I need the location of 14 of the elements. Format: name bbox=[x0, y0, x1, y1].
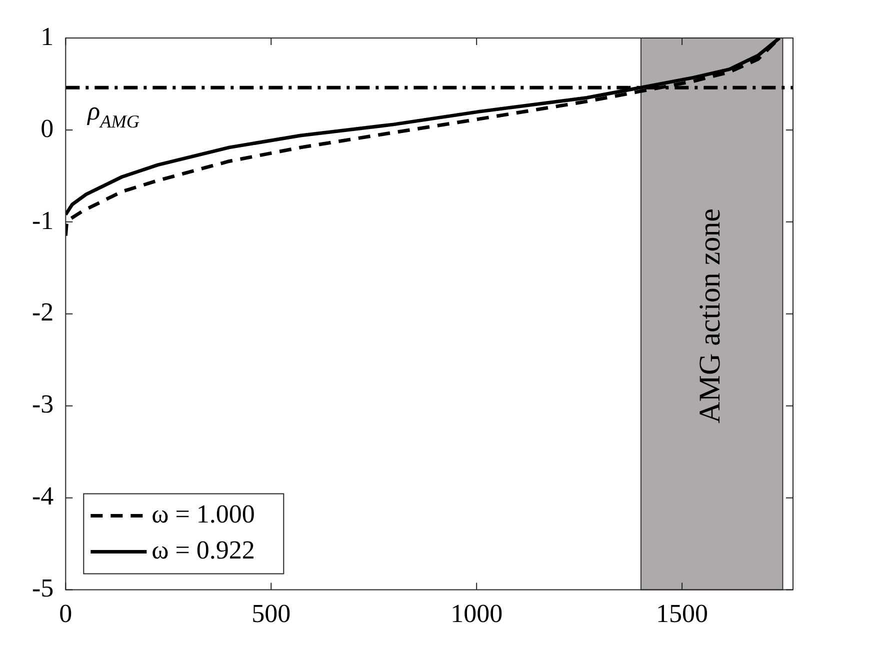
y-tick-label: -5 bbox=[32, 574, 54, 603]
band-label: AMG action zone bbox=[694, 208, 727, 424]
legend-label: ω = 1.000 bbox=[152, 500, 255, 529]
x-tick-label: 500 bbox=[252, 599, 291, 628]
y-tick-label: 0 bbox=[40, 114, 54, 143]
x-tick-label: 0 bbox=[59, 599, 72, 628]
y-tick-label: -1 bbox=[32, 206, 54, 235]
y-tick-label: 1 bbox=[40, 22, 54, 51]
y-tick-label: -3 bbox=[32, 390, 54, 419]
y-tick-label: -2 bbox=[32, 298, 54, 327]
y-tick-label: -4 bbox=[32, 482, 54, 511]
x-tick-label: 1500 bbox=[656, 599, 708, 628]
legend-label: ω = 0.922 bbox=[152, 536, 255, 565]
x-tick-label: 1000 bbox=[450, 599, 503, 628]
